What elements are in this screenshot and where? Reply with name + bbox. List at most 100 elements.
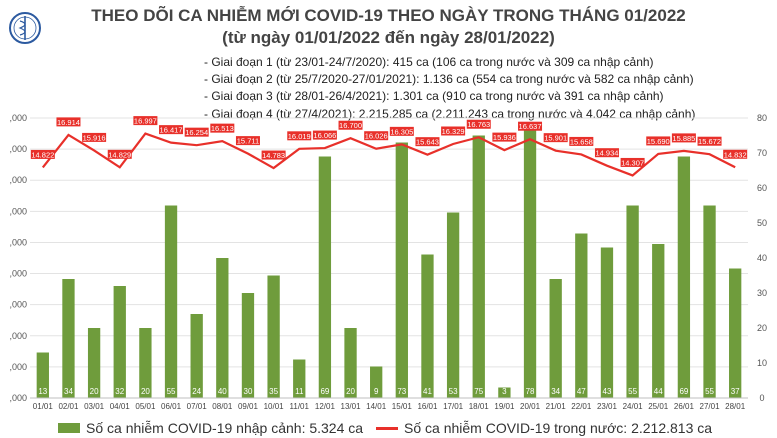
ministry-logo bbox=[9, 12, 41, 44]
line-label-box bbox=[492, 132, 517, 142]
bar-value-label: 3 bbox=[502, 387, 507, 396]
line-value-label: 16.019 bbox=[288, 132, 311, 141]
line-value-label: 14.832 bbox=[724, 150, 747, 159]
line-value-label: 16.700 bbox=[339, 121, 362, 130]
bar bbox=[421, 254, 434, 398]
line-label-box bbox=[723, 149, 748, 159]
bar bbox=[498, 387, 511, 398]
bar-value-label: 20 bbox=[346, 387, 355, 396]
bar bbox=[216, 258, 229, 398]
line-label-box bbox=[56, 117, 81, 127]
x-tick-label: 11/01 bbox=[290, 402, 310, 411]
left-tick-label: ,000 bbox=[9, 393, 27, 403]
legend-swatch-line bbox=[376, 426, 398, 430]
x-tick-label: 17/01 bbox=[443, 402, 464, 411]
x-tick-label: 20/01 bbox=[520, 402, 541, 411]
bar-value-label: 24 bbox=[192, 387, 201, 396]
bar-value-label: 69 bbox=[320, 387, 329, 396]
left-tick-label: ,000 bbox=[9, 331, 27, 341]
x-tick-label: 04/01 bbox=[110, 402, 131, 411]
x-tick-label: 08/01 bbox=[212, 402, 233, 411]
bar bbox=[293, 359, 306, 398]
line-label-box bbox=[441, 126, 466, 136]
bar-value-label: 13 bbox=[38, 387, 47, 396]
bar-value-label: 9 bbox=[374, 387, 379, 396]
line-label-box bbox=[543, 133, 568, 143]
bar bbox=[190, 314, 203, 398]
right-tick-label: 40 bbox=[757, 253, 767, 263]
line-value-label: 14.934 bbox=[595, 149, 618, 158]
note-period-2: - Giai đoạn 2 (từ 25/7/2020-27/01/2021):… bbox=[204, 72, 694, 87]
bar-value-label: 41 bbox=[423, 387, 432, 396]
line-value-label: 15.885 bbox=[672, 134, 695, 143]
line-label-box bbox=[620, 157, 645, 167]
left-tick-label: ,000 bbox=[9, 237, 27, 247]
x-tick-label: 24/01 bbox=[623, 402, 644, 411]
legend-item-line: Số ca nhiễm COVID-19 trong nước: 2.212.8… bbox=[376, 420, 712, 436]
line-label-box bbox=[415, 137, 440, 147]
x-tick-label: 23/01 bbox=[597, 402, 618, 411]
right-tick-label: 30 bbox=[757, 288, 767, 298]
x-tick-label: 25/01 bbox=[648, 402, 669, 411]
line-value-label: 16.026 bbox=[365, 132, 388, 141]
x-tick-label: 05/01 bbox=[135, 402, 156, 411]
x-tick-label: 02/01 bbox=[58, 402, 79, 411]
chart-subtitle: (từ ngày 01/01/2022 đến ngày 28/01/2022) bbox=[222, 28, 555, 47]
bar-value-label: 34 bbox=[551, 387, 560, 396]
right-tick-label: 70 bbox=[757, 148, 767, 158]
bar-value-label: 20 bbox=[141, 387, 150, 396]
line-value-label: 15.690 bbox=[647, 137, 670, 146]
line-label-box bbox=[389, 126, 414, 136]
legend-swatch-bar bbox=[58, 423, 80, 433]
line-value-label: 14.822 bbox=[31, 150, 54, 159]
left-tick-label: ,000 bbox=[9, 300, 27, 310]
line-label-box bbox=[261, 150, 286, 160]
line-label-box bbox=[338, 120, 363, 130]
x-tick-label: 15/01 bbox=[392, 402, 413, 411]
line-label-box bbox=[364, 131, 389, 141]
line-label-box bbox=[184, 127, 209, 137]
x-tick-label: 22/01 bbox=[571, 402, 592, 411]
bar-value-label: 40 bbox=[218, 387, 227, 396]
line-label-box bbox=[287, 131, 312, 141]
bar bbox=[446, 212, 460, 398]
bar bbox=[652, 244, 665, 398]
bar bbox=[344, 328, 357, 398]
x-tick-label: 10/01 bbox=[264, 402, 285, 411]
line-value-label: 15.672 bbox=[698, 137, 721, 146]
line-value-label: 16.914 bbox=[57, 118, 80, 127]
x-tick-label: 06/01 bbox=[161, 402, 182, 411]
bar-value-label: 30 bbox=[244, 387, 253, 396]
line-label-box bbox=[671, 133, 696, 143]
line-value-label: 16.305 bbox=[390, 127, 413, 136]
note-period-3: - Giai đoạn 3 (từ 28/01-26/4/2021): 1.30… bbox=[204, 89, 664, 104]
x-tick-label: 12/01 bbox=[315, 402, 336, 411]
x-tick-label: 21/01 bbox=[546, 402, 567, 411]
line-value-label: 16.637 bbox=[519, 122, 542, 131]
bar-value-label: 37 bbox=[731, 387, 740, 396]
line-label-box bbox=[697, 136, 722, 146]
bar bbox=[523, 125, 537, 398]
bar bbox=[113, 286, 126, 398]
x-tick-label: 19/01 bbox=[494, 402, 515, 411]
bar-value-label: 43 bbox=[603, 387, 612, 396]
bar bbox=[318, 156, 332, 398]
line-value-label: 16.763 bbox=[467, 120, 490, 129]
bar-value-label: 11 bbox=[295, 387, 304, 396]
right-tick-label: 60 bbox=[757, 183, 767, 193]
x-tick-label: 14/01 bbox=[366, 402, 387, 411]
series-line bbox=[41, 132, 736, 177]
bar-value-label: 20 bbox=[90, 387, 99, 396]
right-tick-label: 50 bbox=[757, 218, 767, 228]
bar bbox=[703, 205, 716, 398]
x-tick-label: 26/01 bbox=[674, 402, 695, 411]
line-label-box bbox=[107, 149, 132, 159]
line-label-box bbox=[594, 148, 619, 158]
line-label-box bbox=[133, 116, 158, 126]
bar bbox=[164, 205, 178, 398]
bar-value-label: 44 bbox=[654, 387, 663, 396]
note-period-4: - Giai đoạn 4 (từ 27/4/2021): 2.215.285 … bbox=[204, 106, 696, 121]
bar-value-label: 53 bbox=[449, 387, 458, 396]
line-value-label: 16.066 bbox=[313, 131, 336, 140]
line-value-label: 16.417 bbox=[160, 126, 183, 135]
